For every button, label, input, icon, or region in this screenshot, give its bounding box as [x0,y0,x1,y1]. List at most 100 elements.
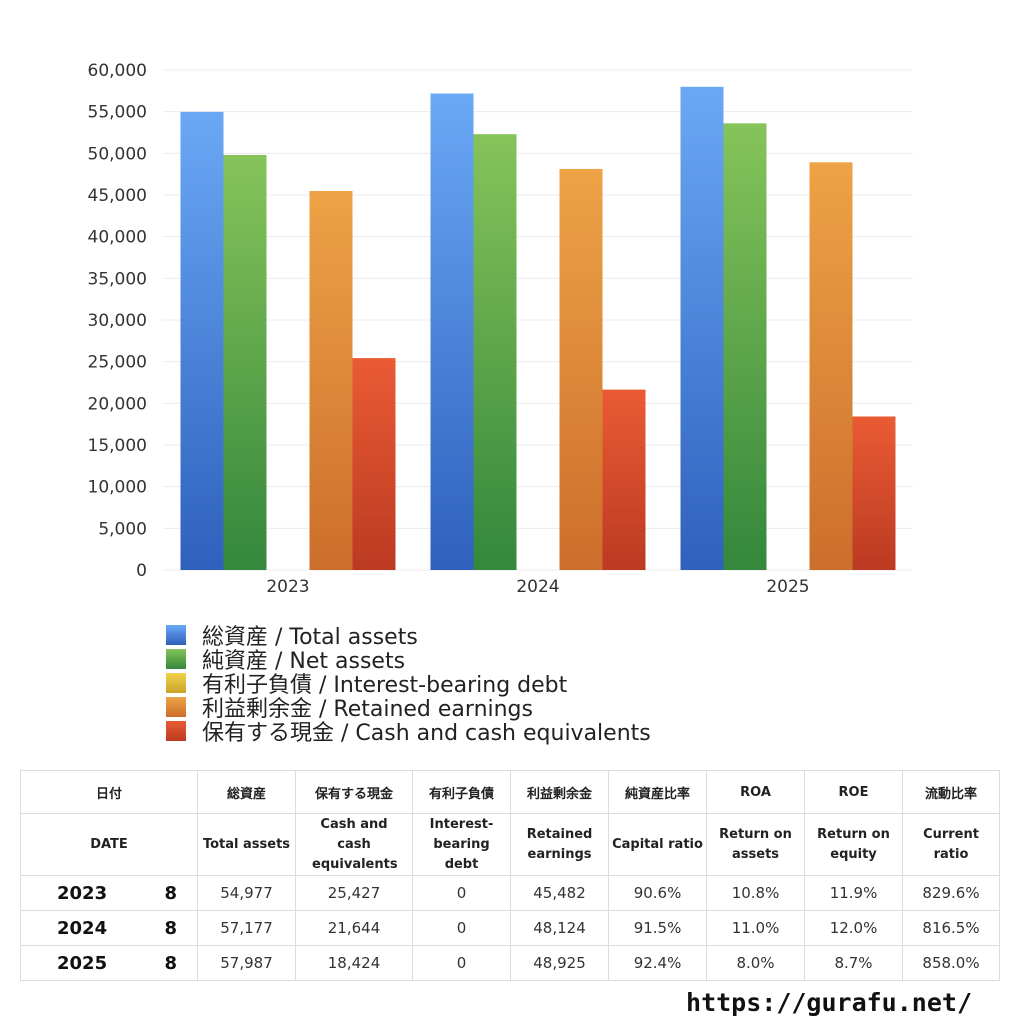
table-cell: 0 [412,875,512,911]
y-tick-label: 45,000 [88,186,147,206]
chart-legend: 総資産 / Total assets 純資産 / Net assets 有利子負債 … [166,623,651,746]
legend-swatch [166,625,186,645]
legend-label: 純資産 / Net assets [202,649,406,674]
table-cell: 8.0% [706,945,806,981]
bar-2023-series-1 [223,155,267,570]
row-year: 2024 [20,910,147,946]
header-debt-jp: 有利子負債 [412,770,512,814]
table-cell: 45,482 [510,875,610,911]
table-cell: 10.8% [706,875,806,911]
x-axis-ticks: 2023 2024 2025 [266,577,809,597]
table-cell: 57,987 [197,945,297,981]
header-current-ratio-jp: 流動比率 [902,770,1001,814]
table-row: 2023 8 54,977 25,427 0 45,482 90.6% 10.8% 11.9% 8… [20,875,1001,911]
table-cell: 11.9% [804,875,904,911]
table-cell: 90.6% [608,875,708,911]
table-cell: 829.6% [902,875,1001,911]
table-header-jp: 日付 総資産 保有する現金 有利子負債 利益剰余金 純資産比率 ROA ROE … [19,770,1001,814]
header-roe-jp: ROE [804,770,904,814]
row-month: 8 [146,910,199,946]
y-tick-label: 5,000 [98,519,147,539]
header-total-assets-jp: 総資産 [197,770,297,814]
bar-2024-series-3 [559,168,603,570]
bars [180,86,896,571]
table-cell: 858.0% [902,945,1001,981]
legend-label: 保有する現金 / Cash and cash equivalents [202,721,651,746]
y-tick-label: 30,000 [88,311,147,331]
legend-label: 利益剰余金 / Retained earnings [202,697,533,722]
bar-2023-series-0 [180,111,224,570]
bar-2025-series-1 [723,123,767,570]
y-tick-label: 0 [136,561,147,581]
header-date-jp: 日付 [19,770,199,814]
y-tick-label: 20,000 [88,394,147,414]
table-cell: 0 [412,910,512,946]
bar-2025-series-3 [809,162,853,570]
y-tick-label: 15,000 [88,436,147,456]
table-cell: 25,427 [295,875,414,911]
table-cell: 92.4% [608,945,708,981]
row-month: 8 [146,875,199,911]
table-cell: 18,424 [295,945,414,981]
legend-label: 有利子負債 / Interest-bearing debt [202,673,568,698]
grid-lines [163,69,913,571]
bar-2023-series-3 [309,190,353,570]
header-total-assets-en: Total assets [197,813,297,876]
y-tick-label: 10,000 [88,478,147,498]
table-cell: 11.0% [706,910,806,946]
header-retained-en: Retained earnings [510,813,610,876]
header-cash-jp: 保有する現金 [295,770,414,814]
row-year: 2023 [20,875,147,911]
table-header-en: DATE Total assets Cash and cash equivale… [19,813,1001,876]
y-tick-label: 60,000 [88,61,147,81]
legend-item: 有利子負債 / Interest-bearing debt [166,671,651,698]
bar-2025-series-0 [680,86,724,571]
legend-swatch [166,649,186,669]
header-retained-jp: 利益剰余金 [510,770,610,814]
table-cell: 0 [412,945,512,981]
table-cell: 54,977 [197,875,297,911]
table-cell: 8.7% [804,945,904,981]
legend-swatch [166,697,186,717]
header-cash-en: Cash and cash equivalents [295,813,414,876]
header-roa-en: Return on assets [706,813,806,876]
header-debt-en: Interest-bearing debt [412,813,512,876]
table-cell: 48,124 [510,910,610,946]
y-tick-label: 40,000 [88,228,147,248]
legend-item: 保有する現金 / Cash and cash equivalents [166,719,651,746]
table-row: 2024 8 57,177 21,644 0 48,124 91.5% 11.0% 12.0% 8… [20,910,1001,946]
row-year: 2025 [20,945,147,981]
table-cell: 12.0% [804,910,904,946]
header-capital-ratio-en: Capital ratio [608,813,708,876]
header-roa-jp: ROA [706,770,806,814]
legend-swatch [166,673,186,693]
legend-item: 総資産 / Total assets [166,623,651,650]
bar-2024-series-1 [473,134,517,570]
row-month: 8 [146,945,199,981]
table-cell: 48,925 [510,945,610,981]
y-tick-label: 25,000 [88,353,147,373]
header-current-ratio-en: Current ratio [902,813,1001,876]
legend-item: 利益剰余金 / Retained earnings [166,695,651,722]
legend-item: 純資産 / Net assets [166,647,651,674]
bar-chart: 0 5,000 10,000 15,000 20,000 25,000 30,000 35,0… [88,61,913,597]
table-cell: 21,644 [295,910,414,946]
x-tick-label: 2025 [766,577,809,597]
header-roe-en: Return on equity [804,813,904,876]
y-tick-label: 55,000 [88,103,147,123]
bar-2024-series-0 [430,93,474,571]
site-url: https://gurafu.net/ [686,988,972,1017]
header-capital-ratio-jp: 純資産比率 [608,770,708,814]
table-cell: 816.5% [902,910,1001,946]
legend-swatch [166,721,186,741]
bar-2025-series-4 [852,416,896,570]
x-tick-label: 2024 [516,577,559,597]
y-tick-label: 50,000 [88,144,147,164]
legend-label: 総資産 / Total assets [202,625,418,650]
x-tick-label: 2023 [266,577,309,597]
financial-table: 日付 総資産 保有する現金 有利子負債 利益剰余金 純資産比率 ROA ROE … [19,770,1001,981]
header-date-en: DATE [19,813,199,876]
y-axis-ticks: 0 5,000 10,000 15,000 20,000 25,000 30,000 35,0… [88,61,147,581]
table-cell: 57,177 [197,910,297,946]
bar-2023-series-4 [352,358,396,570]
